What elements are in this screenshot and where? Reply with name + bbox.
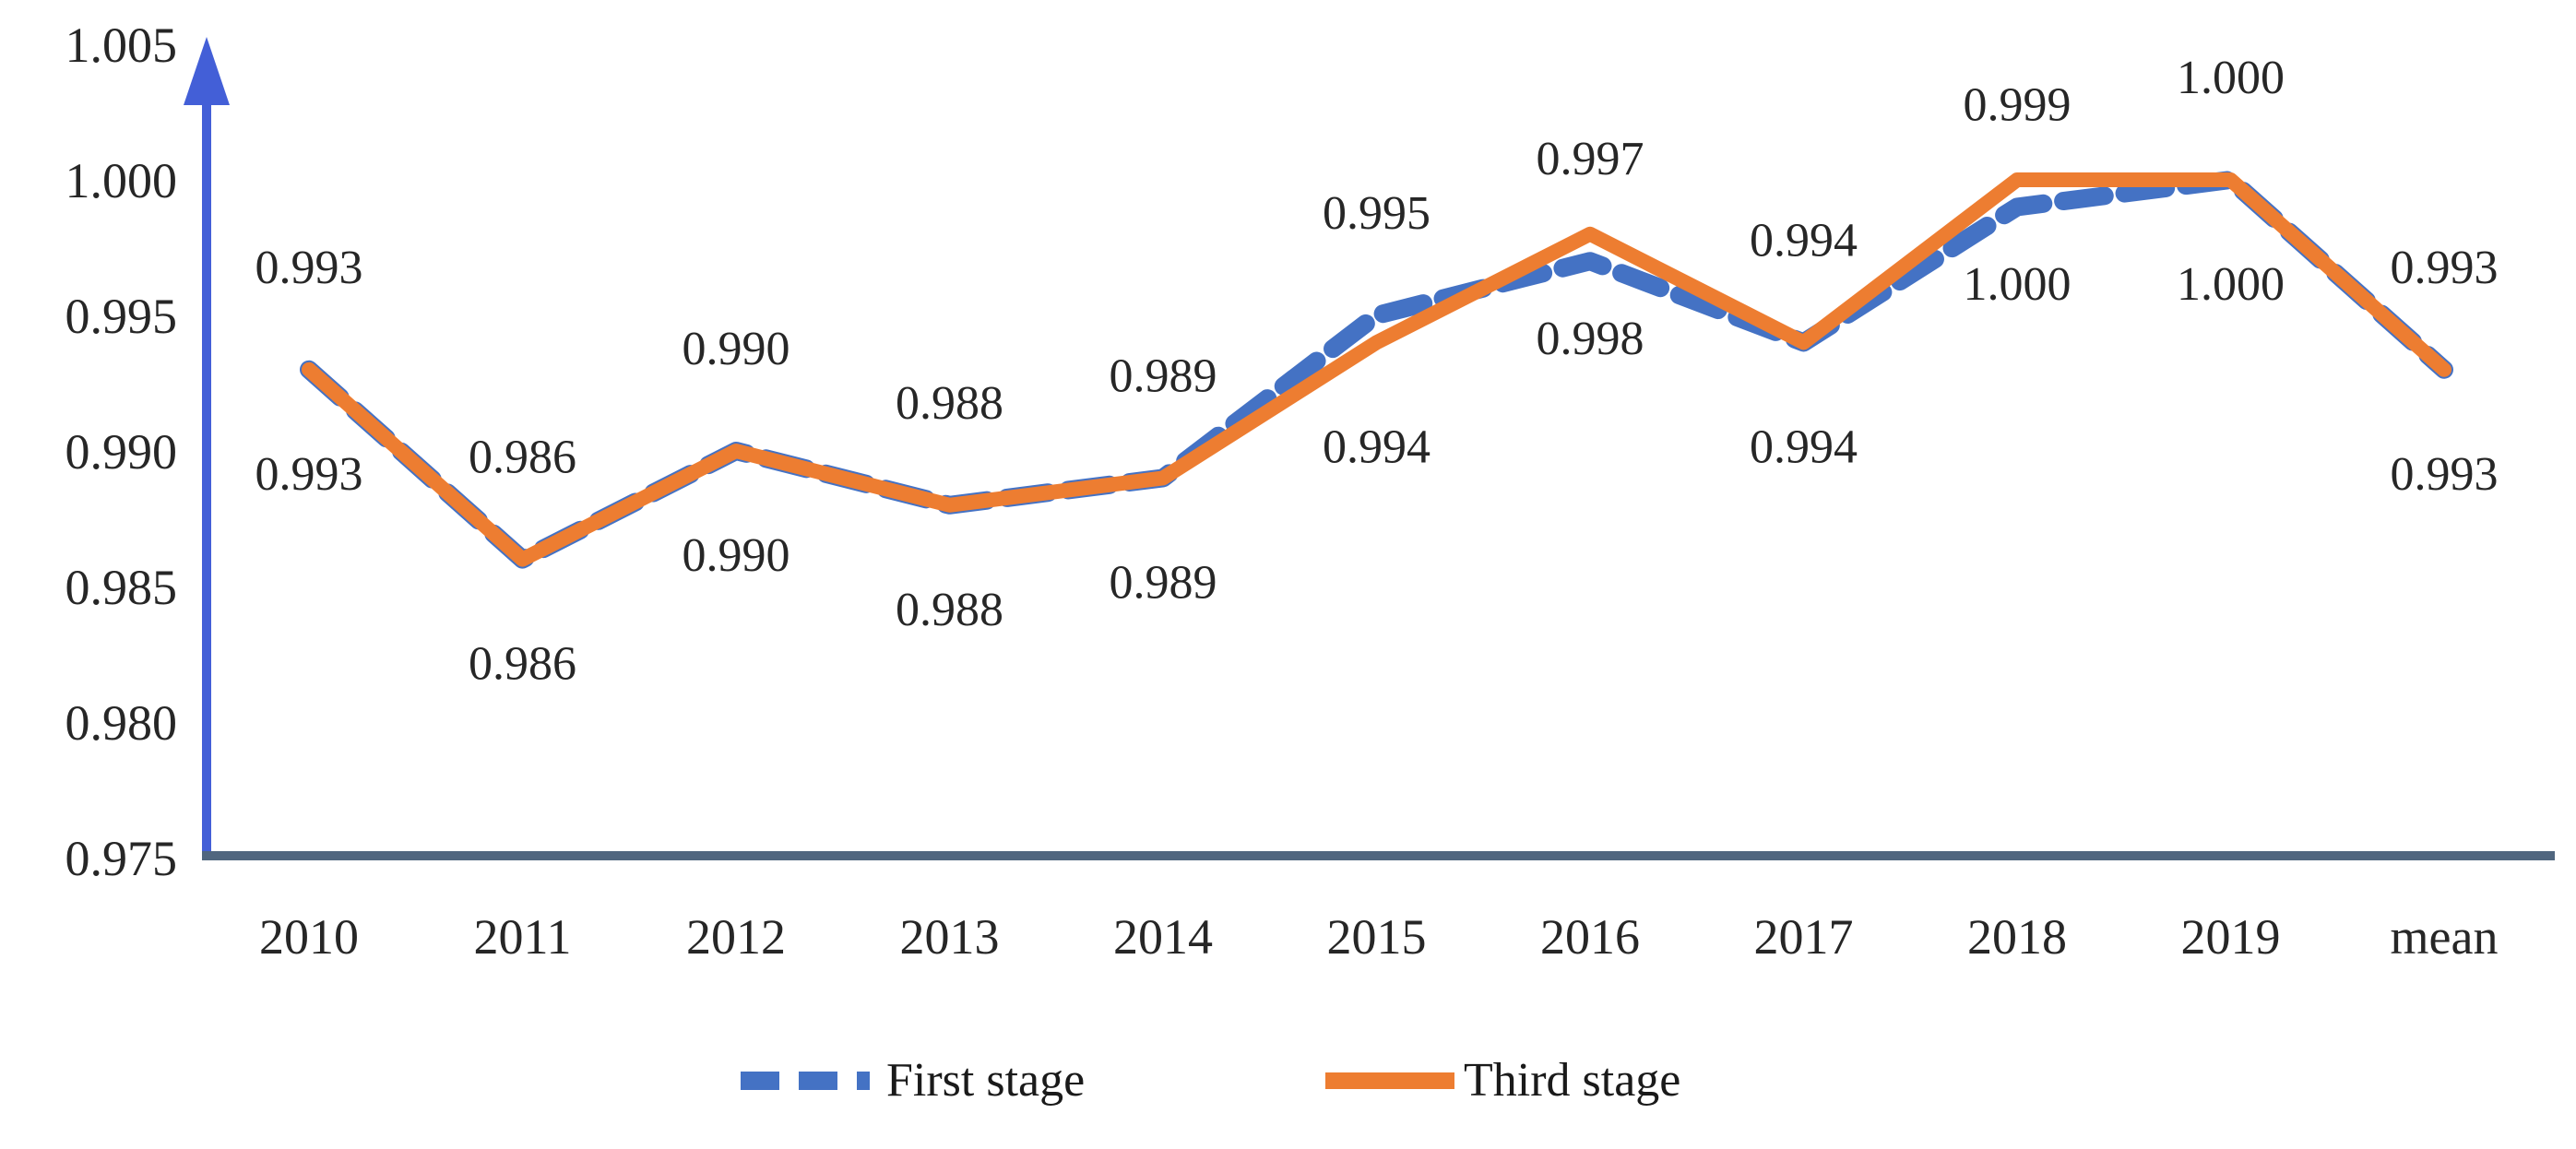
data-label-first-stage: 0.997 — [1537, 133, 1644, 185]
x-category-label: 2017 — [1754, 909, 1854, 965]
y-tick-label: 1.000 — [65, 153, 178, 208]
data-label-first-stage: 0.993 — [255, 242, 363, 294]
x-category-label: 2015 — [1327, 909, 1427, 965]
data-label-third-stage: 0.994 — [1750, 421, 1858, 473]
x-category-label: 2012 — [686, 909, 786, 965]
data-label-third-stage: 0.993 — [2391, 448, 2499, 501]
data-label-first-stage: 0.990 — [683, 323, 790, 375]
y-tick-label: 1.005 — [65, 18, 178, 73]
data-label-first-stage: 0.993 — [2391, 242, 2499, 294]
y-tick-label: 0.980 — [65, 695, 178, 751]
data-label-third-stage: 1.000 — [1964, 258, 2071, 311]
data-label-third-stage: 0.993 — [255, 448, 363, 501]
data-label-third-stage: 0.998 — [1537, 313, 1644, 365]
data-label-first-stage: 0.986 — [469, 432, 576, 484]
data-label-third-stage: 0.990 — [683, 529, 790, 582]
data-label-first-stage: 0.989 — [1110, 349, 1217, 402]
x-category-label: 2016 — [1540, 909, 1640, 965]
x-category-label: mean — [2391, 909, 2499, 965]
x-category-label: 2014 — [1113, 909, 1213, 965]
x-category-label: 2018 — [1967, 909, 2067, 965]
data-label-third-stage: 0.994 — [1323, 421, 1430, 473]
y-tick-label: 0.990 — [65, 424, 178, 480]
third-stage-line — [302, 172, 2451, 567]
data-label-third-stage: 0.989 — [1110, 556, 1217, 609]
y-tick-label: 0.995 — [65, 289, 178, 344]
data-label-third-stage: 0.986 — [469, 638, 576, 691]
data-label-first-stage: 0.995 — [1323, 187, 1430, 240]
data-label-first-stage: 0.994 — [1750, 214, 1858, 267]
data-label-first-stage: 0.999 — [1964, 78, 2071, 131]
x-category-label: 2013 — [900, 909, 1000, 965]
x-category-label: 2019 — [2181, 909, 2281, 965]
y-axis-arrowhead-icon — [184, 37, 230, 105]
y-tick-label: 0.985 — [65, 560, 178, 615]
data-label-third-stage: 1.000 — [2177, 258, 2285, 311]
data-label-first-stage: 0.988 — [896, 377, 1003, 430]
data-label-first-stage: 1.000 — [2177, 52, 2285, 104]
x-category-label: 2011 — [474, 909, 572, 965]
y-tick-label: 0.975 — [65, 831, 178, 886]
x-category-label: 2010 — [259, 909, 359, 965]
data-label-third-stage: 0.988 — [896, 584, 1003, 636]
